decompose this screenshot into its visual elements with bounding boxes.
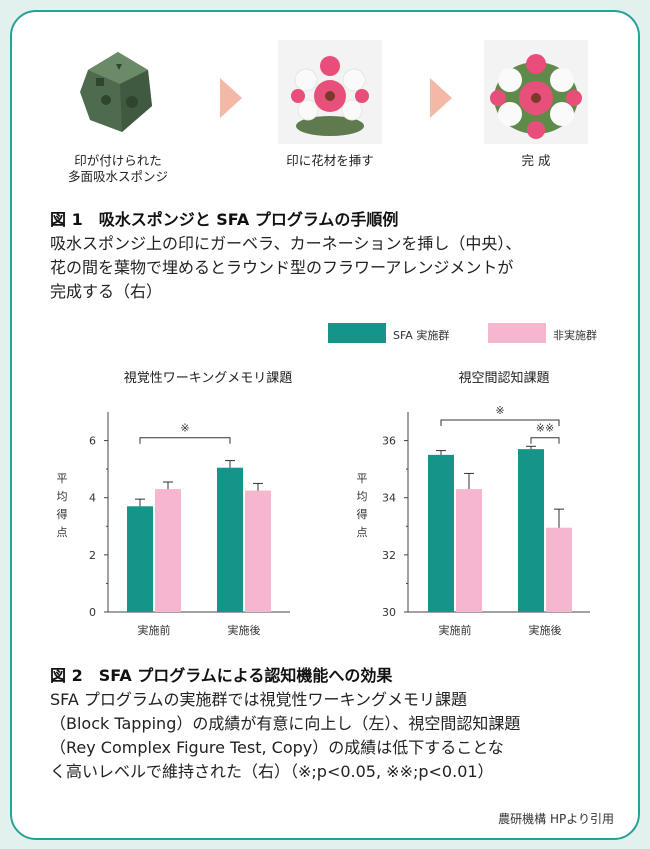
legend-label-sfa: SFA 実施群 bbox=[393, 329, 450, 342]
y-axis-label-char: 均 bbox=[357, 490, 368, 503]
bar-control-2 bbox=[546, 527, 572, 612]
x-tick-label: 実施前 bbox=[439, 623, 472, 637]
y-axis-label-char: 点 bbox=[357, 526, 368, 539]
y-tick-label: 36 bbox=[382, 435, 396, 448]
significance-bracket bbox=[139, 437, 231, 444]
step-caption-2: 印に花材を挿す bbox=[286, 153, 374, 168]
y-tick-label: 6 bbox=[89, 435, 96, 448]
y-axis-label-char: 平 bbox=[57, 472, 68, 485]
bar-control-1 bbox=[456, 489, 482, 612]
significance-mark: ※※ bbox=[536, 422, 554, 435]
fig2-title: 図 2 SFA プログラムによる認知機能への効果 bbox=[50, 666, 393, 685]
fig1-caption: 吸水スポンジ上の印にガーベラ、カーネーションを挿し（中央）、 花の間を葉物で埋め… bbox=[50, 234, 522, 301]
x-tick-label: 実施後 bbox=[529, 623, 562, 637]
significance-mark: ※ bbox=[180, 422, 189, 435]
source-credit: 農研機構 HPより引用 bbox=[498, 812, 614, 826]
sponge-photo bbox=[66, 40, 170, 144]
y-axis-label-char: 得 bbox=[57, 508, 68, 521]
significance-mark: ※ bbox=[495, 404, 504, 417]
significance-bracket-inner bbox=[530, 437, 560, 444]
bar-sfa-1 bbox=[428, 454, 454, 612]
y-tick-label: 34 bbox=[382, 492, 396, 505]
step-caption-1: 印が付けられた 多面吸水スポンジ bbox=[67, 153, 168, 184]
y-tick-label: 4 bbox=[89, 492, 96, 505]
arrangement-in-progress-photo bbox=[278, 40, 382, 144]
y-axis-label-char: 均 bbox=[57, 490, 68, 503]
bar-sfa-2 bbox=[518, 449, 544, 612]
bar-sfa-2 bbox=[217, 467, 243, 612]
bar-control-1 bbox=[155, 489, 181, 612]
y-tick-label: 0 bbox=[89, 606, 96, 619]
figure-card bbox=[10, 10, 640, 840]
fig2-caption: SFA プログラムの実施群では視覚性ワーキングメモリ課題 （Block Tapp… bbox=[50, 690, 521, 781]
y-tick-label: 30 bbox=[382, 606, 396, 619]
chart1-title: 視覚性ワーキングメモリ課題 bbox=[124, 370, 293, 386]
y-axis-label-char: 平 bbox=[357, 472, 368, 485]
legend-label-control: 非実施群 bbox=[553, 329, 597, 342]
bar-sfa-1 bbox=[127, 506, 153, 612]
completed-arrangement-photo bbox=[484, 40, 588, 144]
y-axis-label-char: 得 bbox=[357, 508, 368, 521]
x-tick-label: 実施前 bbox=[138, 623, 171, 637]
y-tick-label: 2 bbox=[89, 549, 96, 562]
chart2-title: 視空間認知課題 bbox=[458, 370, 549, 386]
arrow-icon-2 bbox=[430, 78, 452, 118]
legend-swatch-sfa bbox=[328, 323, 386, 343]
fig1-title: 図 1 吸水スポンジと SFA プログラムの手順例 bbox=[50, 210, 399, 229]
y-axis-label-char: 点 bbox=[57, 526, 68, 539]
arrow-icon-1 bbox=[220, 78, 242, 118]
y-tick-label: 32 bbox=[382, 549, 396, 562]
legend-swatch-control bbox=[488, 323, 546, 343]
x-tick-label: 実施後 bbox=[228, 623, 261, 637]
significance-bracket-outer bbox=[440, 419, 560, 426]
bar-control-2 bbox=[245, 490, 271, 612]
step-caption-3: 完 成 bbox=[521, 153, 551, 168]
